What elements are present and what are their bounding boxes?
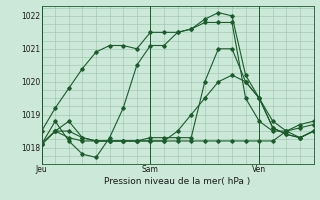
X-axis label: Pression niveau de la mer( hPa ): Pression niveau de la mer( hPa ) [104,177,251,186]
